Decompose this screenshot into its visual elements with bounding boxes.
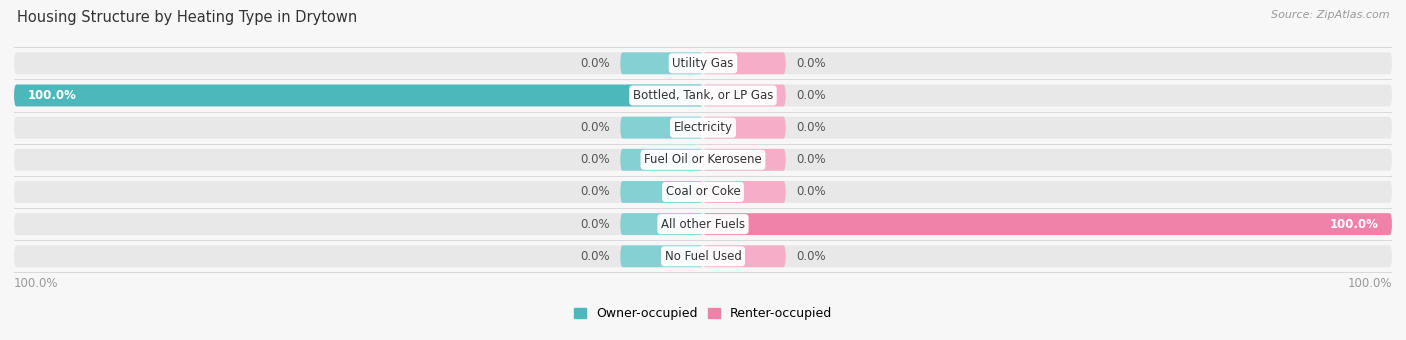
Text: 100.0%: 100.0% (1329, 218, 1378, 231)
Text: 100.0%: 100.0% (1347, 277, 1392, 290)
Text: Coal or Coke: Coal or Coke (665, 185, 741, 199)
FancyBboxPatch shape (620, 149, 703, 171)
Text: All other Fuels: All other Fuels (661, 218, 745, 231)
FancyBboxPatch shape (14, 245, 1392, 267)
Text: 0.0%: 0.0% (581, 185, 610, 199)
Legend: Owner-occupied, Renter-occupied: Owner-occupied, Renter-occupied (568, 302, 838, 325)
Text: 0.0%: 0.0% (796, 121, 825, 134)
Text: 0.0%: 0.0% (581, 218, 610, 231)
Text: 0.0%: 0.0% (796, 250, 825, 263)
FancyBboxPatch shape (703, 149, 786, 171)
FancyBboxPatch shape (703, 85, 786, 106)
Text: 0.0%: 0.0% (796, 57, 825, 70)
Text: Utility Gas: Utility Gas (672, 57, 734, 70)
FancyBboxPatch shape (703, 181, 786, 203)
FancyBboxPatch shape (14, 85, 703, 106)
FancyBboxPatch shape (14, 117, 1392, 139)
FancyBboxPatch shape (620, 213, 703, 235)
FancyBboxPatch shape (14, 181, 1392, 203)
Text: 0.0%: 0.0% (581, 121, 610, 134)
FancyBboxPatch shape (14, 213, 1392, 235)
FancyBboxPatch shape (703, 52, 786, 74)
Text: Fuel Oil or Kerosene: Fuel Oil or Kerosene (644, 153, 762, 166)
FancyBboxPatch shape (620, 52, 703, 74)
FancyBboxPatch shape (703, 117, 786, 139)
Text: 0.0%: 0.0% (581, 57, 610, 70)
Text: 100.0%: 100.0% (28, 89, 77, 102)
FancyBboxPatch shape (14, 52, 1392, 74)
FancyBboxPatch shape (14, 149, 1392, 171)
FancyBboxPatch shape (620, 181, 703, 203)
FancyBboxPatch shape (620, 117, 703, 139)
Text: 0.0%: 0.0% (796, 89, 825, 102)
FancyBboxPatch shape (703, 213, 1392, 235)
Text: 0.0%: 0.0% (581, 250, 610, 263)
Text: 100.0%: 100.0% (14, 277, 59, 290)
FancyBboxPatch shape (703, 245, 786, 267)
FancyBboxPatch shape (14, 85, 1392, 106)
Text: Housing Structure by Heating Type in Drytown: Housing Structure by Heating Type in Dry… (17, 10, 357, 25)
Text: 0.0%: 0.0% (796, 185, 825, 199)
Text: No Fuel Used: No Fuel Used (665, 250, 741, 263)
Text: Electricity: Electricity (673, 121, 733, 134)
Text: 0.0%: 0.0% (581, 153, 610, 166)
Text: Bottled, Tank, or LP Gas: Bottled, Tank, or LP Gas (633, 89, 773, 102)
Text: 0.0%: 0.0% (796, 153, 825, 166)
FancyBboxPatch shape (620, 245, 703, 267)
Text: Source: ZipAtlas.com: Source: ZipAtlas.com (1271, 10, 1389, 20)
